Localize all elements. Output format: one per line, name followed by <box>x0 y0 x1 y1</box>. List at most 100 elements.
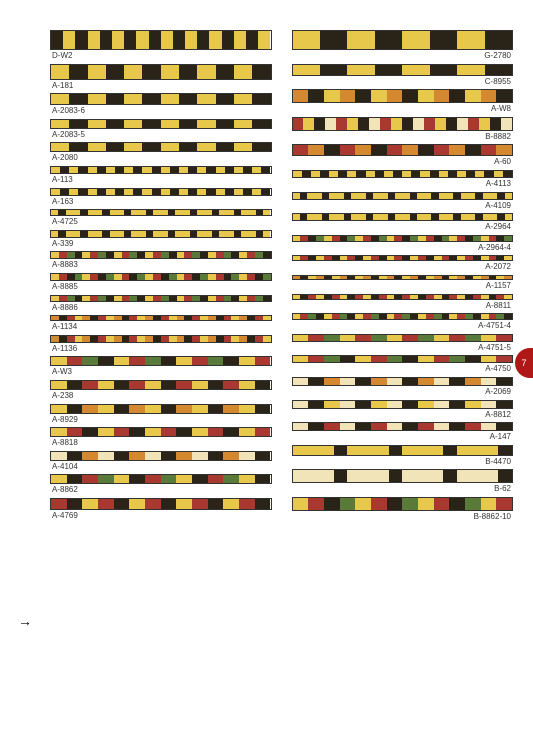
item-code: A-163 <box>50 196 272 208</box>
item-code: B-8862-10 <box>292 511 514 523</box>
item-code: A-4113 <box>292 178 514 190</box>
catalog-item: A-4104 <box>50 451 272 473</box>
catalog-item: A-W3 <box>50 356 272 378</box>
pattern-strip <box>50 119 272 129</box>
item-code: A-2083-6 <box>50 105 272 117</box>
item-code: A-8811 <box>292 300 514 312</box>
pattern-strip <box>292 445 514 456</box>
pattern-strip <box>292 64 514 76</box>
catalog-item: A-W8 <box>292 89 514 115</box>
pattern-strip <box>292 469 514 483</box>
pattern-strip <box>50 64 272 80</box>
catalog-item: A-8885 <box>50 273 272 293</box>
catalog-item: A-1136 <box>50 335 272 355</box>
catalog-item: A-4113 <box>292 170 514 190</box>
item-code: C-8955 <box>292 76 514 88</box>
item-code: A-1134 <box>50 321 272 333</box>
pattern-strip <box>292 334 514 342</box>
catalog-item: A-4751-5 <box>292 334 514 354</box>
pattern-strip <box>50 30 272 50</box>
item-code: A-60 <box>292 156 514 168</box>
right-column: G-2780 C-8955 A-W8 B-8882 A-60 A-4113 A-4109 A-… <box>292 30 514 524</box>
item-code: A-4104 <box>50 461 272 473</box>
catalog-item: A-8862 <box>50 474 272 496</box>
item-code: A-4769 <box>50 510 272 522</box>
catalog-item: A-339 <box>50 230 272 250</box>
catalog-item: A-8812 <box>292 400 514 421</box>
item-code: A-4109 <box>292 200 514 212</box>
item-code: A-8886 <box>50 302 272 314</box>
pattern-strip <box>50 498 272 510</box>
item-code: A-2964 <box>292 221 514 233</box>
pattern-strip <box>50 335 272 343</box>
catalog-item: B-4470 <box>292 445 514 468</box>
catalog-item: A-8811 <box>292 294 514 312</box>
catalog-item: A-4751-4 <box>292 313 514 332</box>
catalog-item: A-1157 <box>292 275 514 292</box>
pattern-strip <box>50 451 272 461</box>
catalog-item: A-2080 <box>50 142 272 164</box>
catalog-item: A-113 <box>50 166 272 186</box>
pattern-strip <box>292 422 514 431</box>
catalog-item: A-2083-6 <box>50 93 272 117</box>
catalog-item: A-2069 <box>292 377 514 398</box>
catalog-page: D-W2A-181A-2083-6A-2083-5A-2080A-113A-16… <box>0 0 533 544</box>
catalog-item: G-2780 <box>292 30 514 62</box>
pattern-strip <box>292 355 514 363</box>
pattern-strip <box>292 400 514 409</box>
item-code: D-W2 <box>50 50 272 62</box>
left-column: D-W2A-181A-2083-6A-2083-5A-2080A-113A-16… <box>50 30 272 524</box>
catalog-item: A-1134 <box>50 315 272 333</box>
item-code: A-339 <box>50 238 272 250</box>
pattern-strip <box>50 273 272 281</box>
item-code: B-4470 <box>292 456 514 468</box>
catalog-item: B-62 <box>292 469 514 495</box>
item-code: A-W8 <box>292 103 514 115</box>
item-code: A-1136 <box>50 343 272 355</box>
catalog-item: A-181 <box>50 64 272 92</box>
item-code: A-1157 <box>292 280 514 292</box>
item-code: A-8812 <box>292 409 514 421</box>
catalog-item: A-4725 <box>50 209 272 228</box>
pattern-strip <box>50 356 272 366</box>
pattern-strip <box>292 377 514 386</box>
pattern-strip <box>50 404 272 414</box>
catalog-item: A-2072 <box>292 255 514 273</box>
catalog-item: A-4750 <box>292 355 514 375</box>
page-number: 7 <box>521 358 526 368</box>
item-code: A-8818 <box>50 437 272 449</box>
pattern-strip <box>292 313 514 320</box>
pattern-strip <box>50 142 272 152</box>
pattern-strip <box>292 170 514 178</box>
arrow-annotation: → <box>18 613 32 629</box>
pattern-strip <box>50 166 272 174</box>
item-code: A-4751-4 <box>292 320 514 332</box>
pattern-strip <box>50 93 272 105</box>
catalog-item: A-163 <box>50 188 272 208</box>
pattern-strip <box>292 213 514 221</box>
item-code: A-2080 <box>50 152 272 164</box>
pattern-strip <box>50 209 272 216</box>
item-code: G-2780 <box>292 50 514 62</box>
catalog-item: C-8955 <box>292 64 514 88</box>
catalog-item: A-238 <box>50 380 272 402</box>
pattern-strip <box>50 251 272 259</box>
item-code: A-4725 <box>50 216 272 228</box>
catalog-item: A-8818 <box>50 427 272 449</box>
item-code: A-2964-4 <box>292 242 514 254</box>
pattern-strip <box>50 230 272 238</box>
item-code: A-238 <box>50 390 272 402</box>
pattern-strip <box>292 235 514 242</box>
item-code: A-8883 <box>50 259 272 271</box>
pattern-strip <box>50 427 272 437</box>
catalog-item: A-8883 <box>50 251 272 271</box>
item-code: A-W3 <box>50 366 272 378</box>
catalog-item: B-8882 <box>292 117 514 143</box>
catalog-item: A-8929 <box>50 404 272 426</box>
pattern-strip <box>50 188 272 196</box>
pattern-strip <box>292 144 514 156</box>
catalog-item: A-4109 <box>292 192 514 212</box>
item-code: A-4751-5 <box>292 342 514 354</box>
catalog-item: A-2964 <box>292 213 514 233</box>
item-code: A-2072 <box>292 261 514 273</box>
